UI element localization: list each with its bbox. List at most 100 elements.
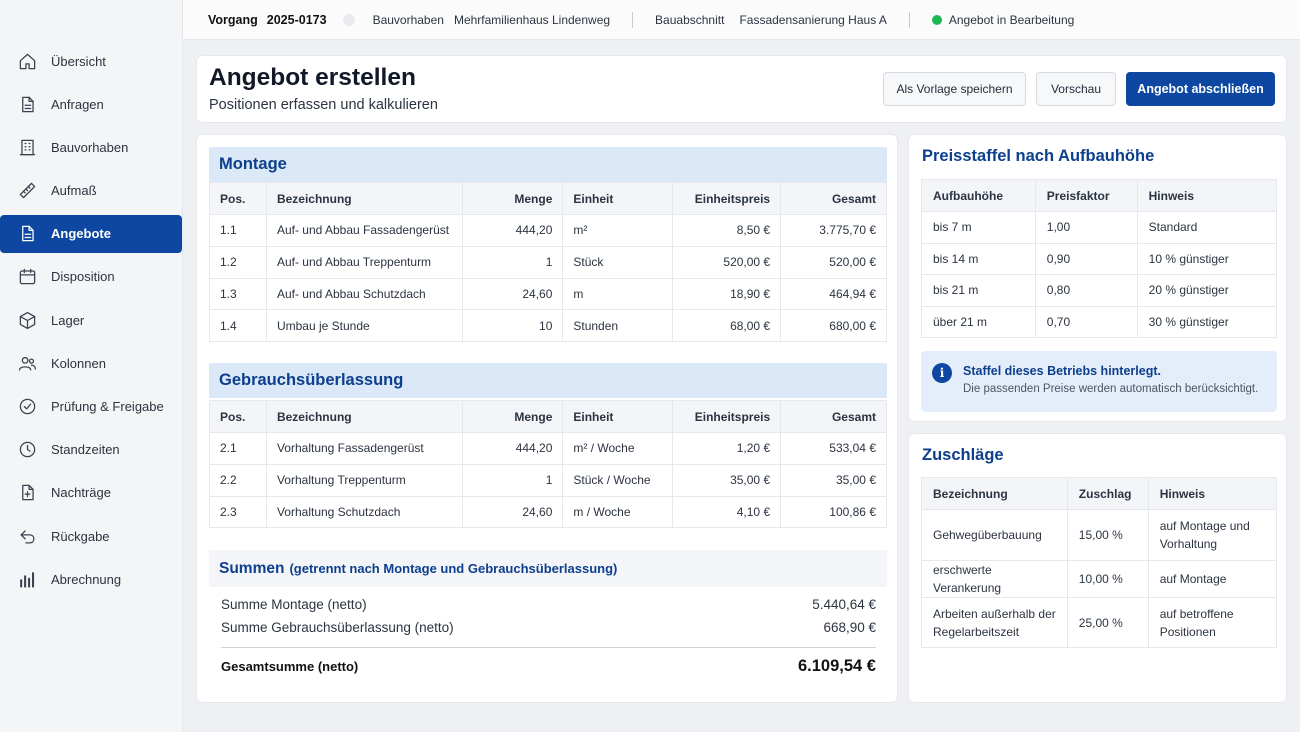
sum-gebrauch-row: Summe Gebrauchsüberlassung (netto) 668,9… xyxy=(221,620,876,635)
price-scale-card: Preisstaffel nach Aufbauhöhe Aufbauhöhe … xyxy=(908,134,1287,422)
box-icon xyxy=(17,310,37,330)
sidebar-item-label: Prüfung & Freigabe xyxy=(51,399,164,414)
cell-pos: 2.1 xyxy=(209,432,267,465)
col-bezeichnung: Bezeichnung xyxy=(265,400,463,433)
page-title: Angebot erstellen xyxy=(209,64,416,91)
sidebar-item-bauvorhaben[interactable]: Bauvorhaben xyxy=(0,128,182,166)
cell-hinweis: auf Montage xyxy=(1147,560,1278,598)
cell-gesamt: 3.775,70 € xyxy=(780,214,887,247)
sidebar-item-rueckgabe[interactable]: Rückgabe xyxy=(0,517,182,555)
cell-pos: 2.2 xyxy=(209,463,267,497)
cell-gesamt: 680,00 € xyxy=(780,309,887,343)
sum-montage-row: Summe Montage (netto) 5.440,64 € xyxy=(221,597,876,612)
cell-hinweis: auf Montage und Vorhaltung xyxy=(1147,509,1278,561)
sidebar-item-lager[interactable]: Lager xyxy=(0,301,182,339)
cell-hinweis: auf betroffene Positionen xyxy=(1147,597,1278,648)
table-row: bis 21 m 0,80 20 % günstiger xyxy=(921,274,1278,307)
cell-gesamt: 464,94 € xyxy=(780,277,887,311)
col-aufbauhoehe: Aufbauhöhe xyxy=(921,179,1036,212)
cell-hoehe: bis 14 m xyxy=(921,242,1036,275)
cell-gesamt: 533,04 € xyxy=(780,432,887,465)
cell-zuschlag: 10,00 % xyxy=(1066,560,1149,598)
col-bezeichnung: Bezeichnung xyxy=(265,182,463,215)
cell-einheitspreis: 8,50 € xyxy=(672,214,782,247)
sum-montage-value: 5.440,64 € xyxy=(812,597,876,612)
cell-pos: 1.2 xyxy=(209,245,267,279)
table-row: Arbeiten außerhalb der Regelarbeitszeit … xyxy=(921,597,1278,648)
sidebar-item-aufmass[interactable]: Aufmaß xyxy=(0,172,182,210)
sidebar-item-label: Anfragen xyxy=(51,96,104,112)
status-badge: Angebot in Bearbeitung xyxy=(948,12,1075,27)
surcharges-card: Zuschläge Bezeichnung Zuschlag Hinweis G… xyxy=(908,433,1287,703)
col-gesamt: Gesamt xyxy=(780,182,887,215)
sum-gebrauch-value: 668,90 € xyxy=(823,620,876,635)
sidebar-item-label: Standzeiten xyxy=(51,442,120,458)
cell-faktor: 1,00 xyxy=(1034,211,1138,244)
bauabschnitt-value: Fassadensanierung Haus A xyxy=(739,12,887,27)
col-zuschlag: Zuschlag xyxy=(1066,477,1149,510)
sidebar-item-label: Abrechnung xyxy=(51,571,122,587)
cell-menge: 1 xyxy=(461,463,564,497)
table-row[interactable]: 2.1 Vorhaltung Fassadengerüst 444,20 m² … xyxy=(209,432,887,465)
sidebar-item-kolonnen[interactable]: Kolonnen xyxy=(0,344,182,382)
col-hinweis: Hinweis xyxy=(1147,477,1278,510)
divider xyxy=(908,11,910,28)
status-dot-icon xyxy=(931,14,942,25)
table-row[interactable]: 1.1 Auf- und Abbau Fassadengerüst 444,20… xyxy=(209,214,887,247)
cell-bezeichnung: Vorhaltung Schutzdach xyxy=(265,495,463,529)
surcharges-title: Zuschläge xyxy=(922,446,1004,464)
preview-button[interactable]: Vorschau xyxy=(1036,72,1116,106)
building-icon xyxy=(17,137,37,157)
sidebar-item-abrechnung[interactable]: Abrechnung xyxy=(0,560,182,598)
cell-einheit: Stunden xyxy=(562,309,674,343)
separator-dot-icon xyxy=(342,13,355,26)
table-row[interactable]: 1.4 Umbau je Stunde 10 Stunden 68,00 € 6… xyxy=(209,309,887,343)
col-pos: Pos. xyxy=(209,400,267,433)
cell-pos: 2.3 xyxy=(209,495,267,529)
col-gesamt: Gesamt xyxy=(780,400,887,433)
section-title-montage: Montage xyxy=(209,147,887,182)
cell-hoehe: bis 7 m xyxy=(921,211,1036,244)
section-title-gebrauch: Gebrauchsüberlassung xyxy=(209,363,887,398)
sidebar-item-anfragen[interactable]: Anfragen xyxy=(0,85,182,123)
cell-pos: 1.1 xyxy=(209,214,267,247)
sidebar-item-standzeiten[interactable]: Standzeiten xyxy=(0,431,182,469)
col-hinweis: Hinweis xyxy=(1136,179,1278,212)
cell-einheit: Stück / Woche xyxy=(562,463,674,497)
table-row[interactable]: 2.3 Vorhaltung Schutzdach 24,60 m / Woch… xyxy=(209,495,887,529)
sidebar-item-nachtraege[interactable]: Nachträge xyxy=(0,474,182,512)
col-menge: Menge xyxy=(461,182,564,215)
col-einheitspreis: Einheitspreis xyxy=(672,400,782,433)
price-scale-table: Aufbauhöhe Preisfaktor Hinweis bis 7 m 1… xyxy=(921,179,1278,338)
summen-subtitle: (getrennt nach Montage und Gebrauchsüber… xyxy=(289,561,618,576)
cell-hinweis: 20 % günstiger xyxy=(1136,274,1278,307)
cell-pos: 1.4 xyxy=(209,309,267,343)
sidebar-item-label: Angebote xyxy=(51,226,111,242)
page-subtitle: Positionen erfassen und kalkulieren xyxy=(209,97,438,113)
sidebar-item-uebersicht[interactable]: Übersicht xyxy=(0,42,182,80)
finish-offer-button[interactable]: Angebot abschließen xyxy=(1126,72,1275,106)
bar-chart-icon xyxy=(17,569,37,589)
cell-bezeichnung: erschwerte Verankerung xyxy=(921,560,1068,598)
save-template-button[interactable]: Als Vorlage speichern xyxy=(883,72,1026,106)
sidebar-item-angebote[interactable]: Angebote xyxy=(0,214,182,253)
cell-faktor: 0,80 xyxy=(1034,274,1138,307)
table-row[interactable]: 1.2 Auf- und Abbau Treppenturm 1 Stück 5… xyxy=(209,245,887,279)
sidebar-item-pruefung[interactable]: Prüfung & Freigabe xyxy=(0,388,182,426)
bauabschnitt-label: Bauabschnitt xyxy=(655,12,725,27)
montage-table: Pos. Bezeichnung Menge Einheit Einheitsp… xyxy=(209,182,887,343)
info-box: i Staffel dieses Betriebs hinterlegt. Di… xyxy=(921,351,1277,412)
cell-gesamt: 35,00 € xyxy=(780,463,887,497)
total-row: Gesamtsumme (netto) 6.109,54 € xyxy=(221,657,876,676)
cell-einheitspreis: 68,00 € xyxy=(672,309,782,343)
table-row[interactable]: 2.2 Vorhaltung Treppenturm 1 Stück / Woc… xyxy=(209,463,887,497)
table-header-row: Pos. Bezeichnung Menge Einheit Einheitsp… xyxy=(209,400,887,433)
cell-gesamt: 520,00 € xyxy=(780,245,887,279)
sidebar-item-disposition[interactable]: Disposition xyxy=(0,258,182,296)
sidebar-item-label: Übersicht xyxy=(51,53,106,69)
positions-card: Montage Pos. Bezeichnung Menge Einheit E… xyxy=(196,134,898,703)
sidebar-item-label: Rückgabe xyxy=(51,528,110,544)
clock-icon xyxy=(17,440,37,460)
table-row[interactable]: 1.3 Auf- und Abbau Schutzdach 24,60 m 18… xyxy=(209,277,887,311)
bauvorhaben-label: Bauvorhaben xyxy=(372,12,444,27)
